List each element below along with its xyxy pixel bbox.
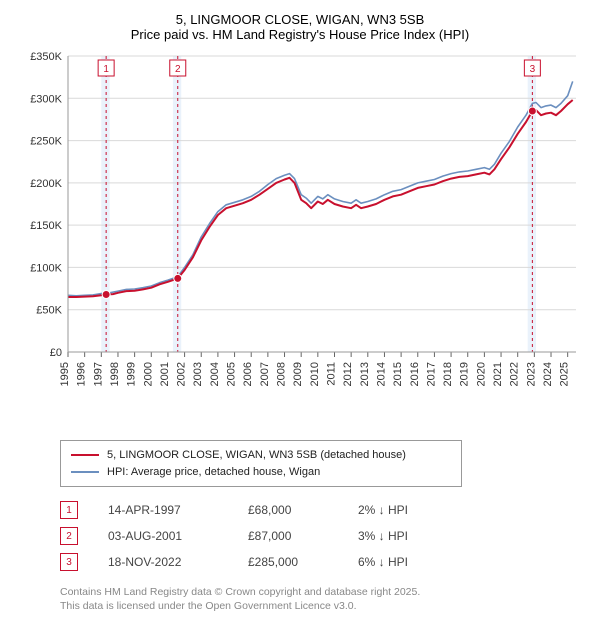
- sale-hpi-delta: 2% ↓ HPI: [358, 503, 468, 517]
- footer-line1: Contains HM Land Registry data © Crown c…: [60, 585, 588, 599]
- svg-text:2017: 2017: [425, 362, 437, 386]
- svg-text:£50K: £50K: [36, 305, 62, 317]
- svg-text:2001: 2001: [159, 362, 171, 386]
- svg-text:2004: 2004: [209, 362, 221, 386]
- sale-hpi-delta: 3% ↓ HPI: [358, 529, 468, 543]
- svg-text:2003: 2003: [192, 362, 204, 386]
- svg-text:1997: 1997: [92, 362, 104, 386]
- svg-text:£0: £0: [50, 347, 62, 359]
- sale-hpi-delta: 6% ↓ HPI: [358, 555, 468, 569]
- svg-text:1: 1: [103, 64, 109, 75]
- legend-swatch-price-paid: [71, 454, 99, 456]
- footer-attribution: Contains HM Land Registry data © Crown c…: [60, 585, 588, 613]
- svg-text:£200K: £200K: [30, 178, 62, 190]
- sale-date: 18-NOV-2022: [108, 555, 218, 569]
- svg-text:2012: 2012: [342, 362, 354, 386]
- table-row: 3 18-NOV-2022 £285,000 6% ↓ HPI: [60, 549, 588, 575]
- svg-text:£250K: £250K: [30, 136, 62, 148]
- svg-text:2015: 2015: [392, 362, 404, 386]
- svg-text:2016: 2016: [409, 362, 421, 386]
- svg-text:£150K: £150K: [30, 220, 62, 232]
- svg-text:2013: 2013: [359, 362, 371, 386]
- svg-text:2019: 2019: [459, 362, 471, 386]
- svg-text:2006: 2006: [242, 362, 254, 386]
- svg-text:2020: 2020: [475, 362, 487, 386]
- svg-text:£350K: £350K: [30, 52, 62, 63]
- svg-text:2022: 2022: [509, 362, 521, 386]
- legend-row-price-paid: 5, LINGMOOR CLOSE, WIGAN, WN3 5SB (detac…: [71, 447, 451, 464]
- legend-label-price-paid: 5, LINGMOOR CLOSE, WIGAN, WN3 5SB (detac…: [107, 447, 406, 464]
- svg-text:2021: 2021: [492, 362, 504, 386]
- line-chart: £0 £50K £100K £150K £200K £250K £300K £350K 1995…: [20, 52, 580, 432]
- sales-table: 1 14-APR-1997 £68,000 2% ↓ HPI 2 03-AUG-…: [60, 497, 588, 575]
- legend-swatch-hpi: [71, 471, 99, 473]
- sale-price: £285,000: [248, 555, 328, 569]
- chart-container: £0 £50K £100K £150K £200K £250K £300K £350K 1995…: [20, 52, 588, 432]
- chart-title-line1: 5, LINGMOOR CLOSE, WIGAN, WN3 5SB: [12, 12, 588, 27]
- sale-date: 14-APR-1997: [108, 503, 218, 517]
- table-row: 2 03-AUG-2001 £87,000 3% ↓ HPI: [60, 523, 588, 549]
- footer-line2: This data is licensed under the Open Gov…: [60, 599, 588, 613]
- marker-badge-3: 3: [60, 553, 78, 571]
- svg-text:2025: 2025: [559, 362, 571, 386]
- svg-text:2014: 2014: [375, 362, 387, 386]
- table-row: 1 14-APR-1997 £68,000 2% ↓ HPI: [60, 497, 588, 523]
- svg-text:2007: 2007: [259, 362, 271, 386]
- chart-title-line2: Price paid vs. HM Land Registry's House …: [12, 27, 588, 42]
- svg-text:1995: 1995: [59, 362, 71, 386]
- marker-badge-2: 2: [60, 527, 78, 545]
- sale-date: 03-AUG-2001: [108, 529, 218, 543]
- svg-text:£300K: £300K: [30, 93, 62, 105]
- svg-text:2002: 2002: [176, 362, 188, 386]
- svg-text:2011: 2011: [325, 362, 337, 386]
- legend-row-hpi: HPI: Average price, detached house, Wiga…: [71, 464, 451, 481]
- svg-text:2005: 2005: [226, 362, 238, 386]
- svg-text:2010: 2010: [309, 362, 321, 386]
- legend-label-hpi: HPI: Average price, detached house, Wiga…: [107, 464, 320, 481]
- marker-badge-1: 1: [60, 501, 78, 519]
- svg-text:2018: 2018: [442, 362, 454, 386]
- svg-text:2009: 2009: [292, 362, 304, 386]
- svg-text:2024: 2024: [542, 362, 554, 386]
- svg-text:1996: 1996: [76, 362, 88, 386]
- svg-text:2023: 2023: [525, 362, 537, 386]
- sale-price: £87,000: [248, 529, 328, 543]
- svg-text:3: 3: [530, 64, 536, 75]
- legend: 5, LINGMOOR CLOSE, WIGAN, WN3 5SB (detac…: [60, 440, 462, 487]
- svg-text:£100K: £100K: [30, 262, 62, 274]
- svg-text:1998: 1998: [109, 362, 121, 386]
- svg-text:2008: 2008: [276, 362, 288, 386]
- svg-text:2: 2: [175, 64, 181, 75]
- svg-text:2000: 2000: [142, 362, 154, 386]
- sale-price: £68,000: [248, 503, 328, 517]
- svg-text:1999: 1999: [126, 362, 138, 386]
